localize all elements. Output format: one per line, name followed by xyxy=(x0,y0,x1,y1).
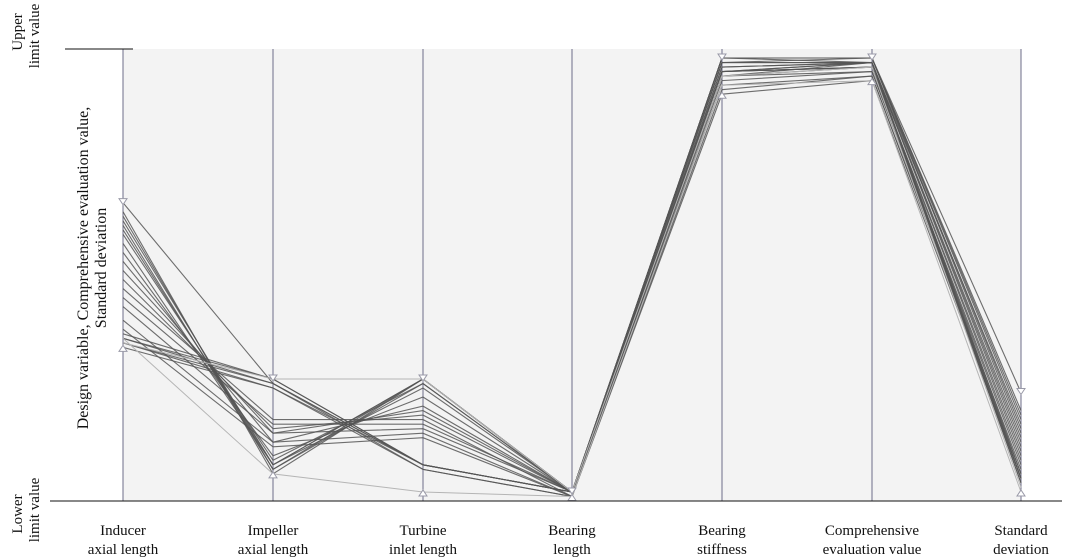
axis-label-6-line2: evaluation value xyxy=(823,542,922,558)
upper-limit-label-line1: Upper xyxy=(10,13,26,51)
lower-limit-label-line1: Lower xyxy=(10,494,26,533)
axis-label-7-line2: deviation xyxy=(993,542,1049,558)
axis-label-1-line2: axial length xyxy=(88,542,159,558)
max-marker-1 xyxy=(118,198,128,206)
min-marker-4 xyxy=(567,493,577,501)
axis-label-3-line1: Turbine xyxy=(400,523,447,539)
axis-lines xyxy=(122,49,1022,501)
max-marker-4 xyxy=(567,487,577,495)
axis-label-6-line1: Comprehensive xyxy=(825,523,919,539)
axis-label-1-line1: Inducer xyxy=(100,523,146,539)
axis-label-7-line1: Standard xyxy=(994,523,1048,539)
min-marker-3 xyxy=(418,489,428,497)
axis-label-3-line2: inlet length xyxy=(389,542,457,558)
max-marker-6 xyxy=(867,53,877,61)
axis-label-2-line1: Impeller xyxy=(248,523,299,539)
max-marker-3 xyxy=(418,374,428,382)
upper-limit-label-line2: limit value xyxy=(27,3,43,68)
min-marker-5 xyxy=(717,91,727,99)
axis-labels: Inducer axial length Impeller axial length T… xyxy=(88,523,1050,558)
min-marker-1 xyxy=(118,344,128,352)
max-marker-5 xyxy=(717,53,727,61)
max-marker-7 xyxy=(1016,388,1026,396)
y-axis-title-line2: Standard deviation xyxy=(93,208,110,328)
max-marker-2 xyxy=(268,374,278,382)
axis-label-5-line1: Bearing xyxy=(698,523,746,539)
min-marker-7 xyxy=(1016,489,1026,497)
axis-label-4-line1: Bearing xyxy=(548,523,596,539)
axis-label-4-line2: length xyxy=(553,542,591,558)
axis-label-5-line2: stiffness xyxy=(697,542,747,558)
min-marker-6 xyxy=(867,77,877,86)
axis-label-2-line2: axial length xyxy=(238,542,309,558)
range-markers xyxy=(118,53,1026,501)
min-marker-2 xyxy=(268,470,278,479)
y-axis-title-line1: Design variable, Comprehensive evaluatio… xyxy=(75,107,92,430)
lower-limit-label-line2: limit value xyxy=(27,477,43,542)
